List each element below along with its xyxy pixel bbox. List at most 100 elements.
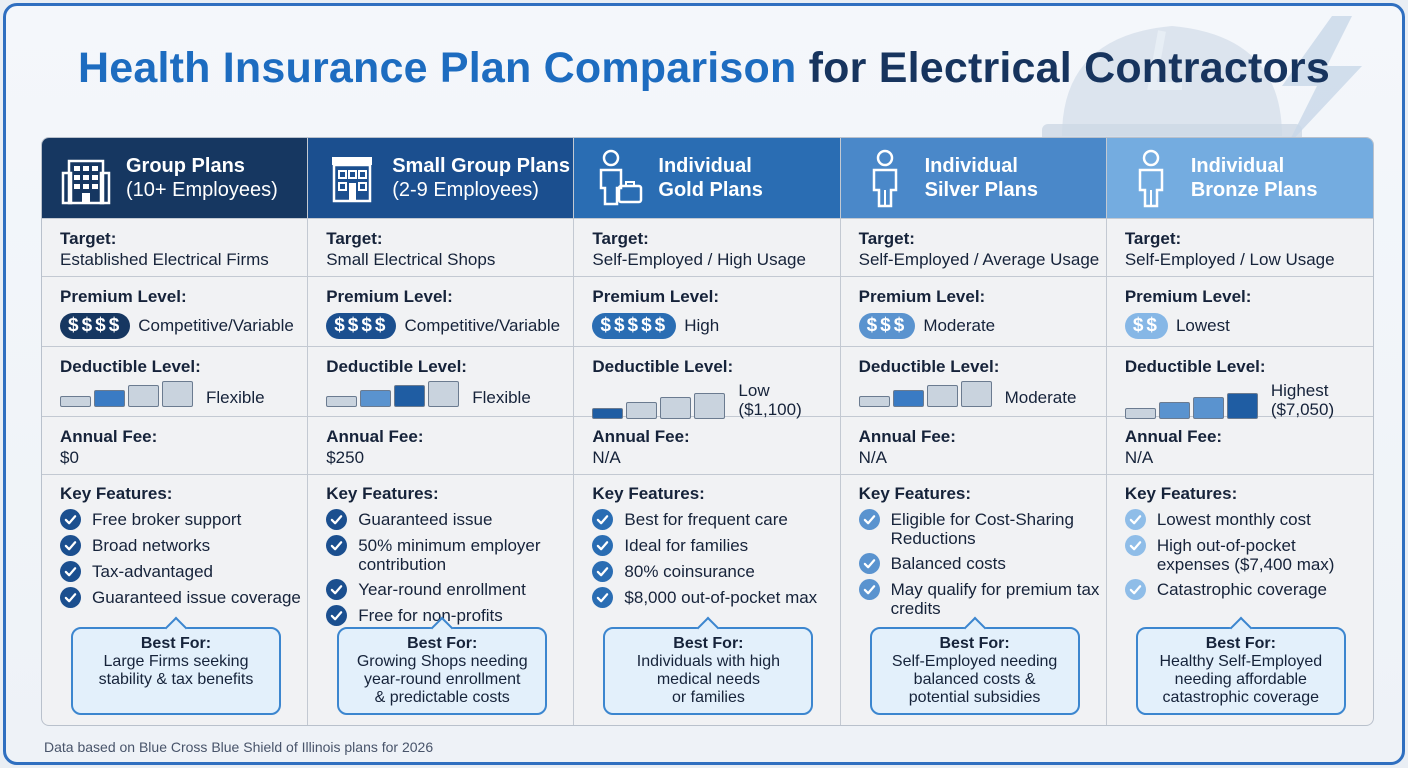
target-row: Target: Small Electrical Shops	[308, 219, 574, 277]
target-value: Self-Employed / Average Usage	[858, 250, 1100, 269]
comparison-table: Group Plans (10+ Employees) Target: Esta…	[41, 137, 1374, 726]
check-circle-icon	[858, 509, 880, 530]
best-for-label: Best For:	[407, 635, 478, 652]
features-row: Key Features: Eligible for Cost-Sharing …	[841, 475, 1106, 725]
best-for-callout: Best For: Large Firms seeking stability …	[71, 627, 281, 715]
deductible-label: Deductible Level:	[60, 357, 201, 376]
feature-text: Balanced costs	[890, 554, 1006, 573]
plan-header: Individual Gold Plans	[574, 138, 840, 219]
check-circle-icon	[60, 587, 81, 608]
deductible-meter	[326, 381, 462, 407]
feature-text: Catastrophic coverage	[1156, 580, 1327, 599]
feature-text: May qualify for premium tax credits	[890, 580, 1100, 618]
target-label: Target:	[858, 229, 915, 248]
deductible-text: Highest ($7,050)	[1270, 381, 1335, 419]
plan-header: Individual Silver Plans	[840, 138, 1106, 219]
feature-item: Broad networks	[60, 535, 307, 556]
feature-text: Guaranteed issue	[358, 510, 493, 529]
features-list: Lowest monthly cost High out-of-pocket e…	[1124, 509, 1373, 600]
best-for-label: Best For:	[939, 635, 1010, 652]
feature-item: Free broker support	[60, 509, 307, 530]
feature-item: Guaranteed issue	[326, 509, 573, 530]
deductible-meter	[1124, 393, 1261, 419]
deductible-bar	[94, 390, 125, 407]
features-list: Eligible for Cost-Sharing Reductions Bal…	[858, 509, 1106, 618]
plan-column: Individual Gold Plans Target: Self-Emplo…	[574, 138, 841, 725]
features-label: Key Features:	[592, 484, 705, 503]
feature-item: Free for non-profits	[326, 605, 573, 626]
feature-text: Eligible for Cost-Sharing Reductions	[890, 510, 1074, 548]
target-value: Established Electrical Firms	[60, 250, 269, 269]
plan-title: Individual	[658, 155, 752, 177]
best-for-label: Best For:	[673, 635, 744, 652]
features-row: Key Features: Lowest monthly cost High o…	[1107, 475, 1373, 725]
deductible-bar	[162, 381, 193, 407]
deductible-bar	[128, 385, 159, 407]
check-circle-icon	[858, 553, 880, 574]
deductible-row: Deductible Level: Low ($1,100)	[574, 347, 840, 419]
feature-item: 80% coinsurance	[592, 561, 839, 582]
deductible-bar	[1226, 393, 1258, 419]
features-list: Best for frequent care Ideal for familie…	[592, 509, 839, 608]
check-circle-icon	[60, 509, 81, 530]
fee-row: Annual Fee: $0	[42, 417, 308, 475]
deductible-label: Deductible Level:	[858, 357, 1000, 376]
feature-text: Free for non-profits	[358, 606, 503, 625]
feature-text: Best for frequent care	[624, 510, 788, 529]
plan-title: Group Plans	[126, 155, 245, 177]
deductible-bar	[394, 385, 426, 407]
best-for-callout: Best For: Growing Shops needing year-rou…	[337, 627, 548, 715]
best-for-callout: Best For: Self-Employed needing balanced…	[869, 627, 1080, 715]
fee-row: Annual Fee: $250	[308, 417, 574, 475]
best-for-callout: Best For: Individuals with high medical …	[603, 627, 814, 715]
premium-badge: $$	[1124, 313, 1168, 339]
features-label: Key Features:	[1124, 484, 1238, 503]
feature-item: Eligible for Cost-Sharing Reductions	[858, 509, 1106, 548]
premium-badge: $$$$	[60, 313, 131, 339]
title-part-2: for Electrical Contractors	[808, 44, 1330, 92]
target-value: Self-Employed / Low Usage	[1124, 250, 1335, 269]
deductible-label: Deductible Level:	[326, 357, 467, 376]
plan-header: Small Group Plans (2-9 Employees)	[308, 138, 574, 219]
deductible-bar	[360, 390, 392, 407]
deductible-text: Low ($1,100)	[738, 381, 802, 419]
plan-subtitle: Silver Plans	[924, 179, 1039, 201]
best-for-text: Large Firms seeking stability & tax bene…	[98, 653, 254, 688]
deductible-bar	[892, 390, 924, 407]
check-circle-icon	[1124, 535, 1146, 556]
feature-text: 50% minimum employer contribution	[358, 536, 541, 574]
person-icon	[857, 148, 913, 208]
premium-label: Premium Level:	[592, 287, 720, 306]
check-circle-icon	[592, 535, 614, 556]
deductible-text: Flexible	[206, 388, 265, 407]
check-circle-icon	[60, 561, 81, 582]
deductible-bar	[626, 402, 658, 419]
plan-column: Group Plans (10+ Employees) Target: Esta…	[42, 138, 309, 725]
target-label: Target:	[592, 229, 649, 248]
page-title: Health Insurance Plan Comparison for Ele…	[6, 44, 1402, 93]
feature-text: Ideal for families	[624, 536, 749, 555]
feature-item: May qualify for premium tax credits	[858, 579, 1106, 618]
plan-subtitle: (10+ Employees)	[126, 179, 278, 201]
best-for-text: Self-Employed needing balanced costs & p…	[891, 653, 1058, 706]
deductible-row: Deductible Level: Highest ($7,050)	[1106, 347, 1373, 419]
deductible-bar	[660, 397, 692, 419]
premium-row: Premium Level: $$$$ Competitive/Variable	[42, 277, 308, 347]
premium-text: Moderate	[923, 316, 996, 335]
person-icon	[1123, 148, 1179, 208]
feature-text: Free broker support	[92, 510, 242, 529]
fee-value: N/A	[592, 448, 621, 467]
features-label: Key Features:	[60, 484, 173, 503]
fee-label: Annual Fee:	[592, 427, 690, 446]
premium-row: Premium Level: $$$$$ High	[574, 277, 840, 347]
feature-text: Broad networks	[92, 536, 211, 555]
feature-text: Lowest monthly cost	[1156, 510, 1311, 529]
premium-badge: $$$	[858, 313, 916, 339]
plan-title: Individual	[1190, 155, 1285, 177]
check-circle-icon	[1124, 509, 1146, 530]
deductible-meter	[60, 381, 196, 407]
target-row: Target: Self-Employed / High Usage	[574, 219, 840, 277]
premium-label: Premium Level:	[858, 287, 986, 306]
check-circle-icon	[60, 535, 81, 556]
premium-row: Premium Level: $$ Lowest	[1106, 277, 1373, 347]
